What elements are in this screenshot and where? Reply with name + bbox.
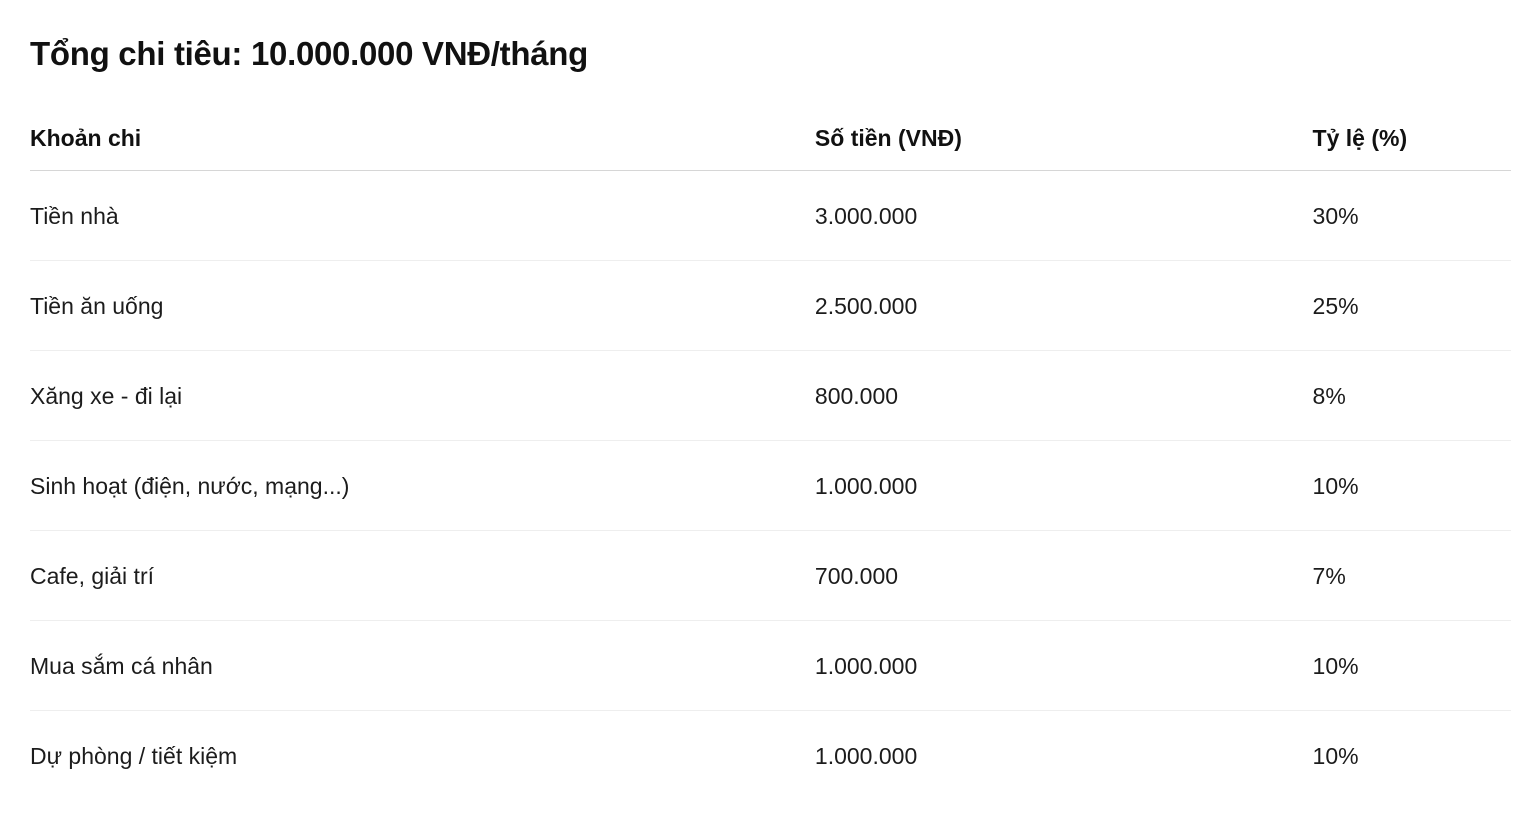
table-row: Cafe, giải trí 700.000 7% (30, 530, 1511, 621)
table-row: Xăng xe - đi lại 800.000 8% (30, 350, 1511, 441)
cell-amount: 2.500.000 (814, 260, 1313, 351)
cell-percent: 10% (1312, 743, 1359, 769)
cell-percent: 8% (1312, 350, 1511, 441)
cell-category: Mua sắm cá nhân (30, 620, 815, 711)
cell-amount: 1.000.000 (814, 743, 918, 769)
cell-category: Xăng xe - đi lại (30, 350, 815, 441)
cell-amount: 800.000 (814, 350, 1313, 441)
page-title: Tổng chi tiêu: 10.000.000 VNĐ/tháng (30, 35, 588, 72)
table-row: Sinh hoạt (điện, nước, mạng...) 1.000.00… (30, 440, 1511, 531)
cell-category: Cafe, giải trí (30, 530, 815, 621)
cell-amount: 1.000.000 (814, 620, 1313, 711)
cell-category: Tiền ăn uống (30, 260, 815, 351)
cell-category: Dự phòng / tiết kiệm (30, 743, 238, 769)
column-header-percent: Tỷ lệ (%) (1312, 76, 1511, 171)
cell-percent: 30% (1312, 170, 1511, 261)
table-row: Tiền nhà 3.000.000 30% (30, 170, 1511, 261)
column-header-amount: Số tiền (VNĐ) (814, 76, 1313, 171)
cell-amount: 1.000.000 (814, 440, 1313, 531)
cell-amount: 3.000.000 (814, 170, 1313, 261)
table-row: Mua sắm cá nhân 1.000.000 10% (30, 620, 1511, 711)
cell-percent: 10% (1312, 440, 1511, 531)
table-row: Tiền ăn uống 2.500.000 25% (30, 260, 1511, 351)
table-row: Dự phòng / tiết kiệm 1.000.000 10% (30, 711, 1511, 801)
column-header-category: Khoản chi (30, 76, 815, 171)
cell-percent: 7% (1312, 530, 1511, 621)
cell-percent: 10% (1312, 620, 1511, 711)
table-header-row: Khoản chi Số tiền (VNĐ) Tỷ lệ (%) (30, 76, 1511, 171)
cell-amount: 700.000 (814, 530, 1313, 621)
cell-category: Tiền nhà (30, 170, 815, 261)
expense-table: Khoản chi Số tiền (VNĐ) Tỷ lệ (%) Tiền n… (30, 76, 1511, 800)
cell-category: Sinh hoạt (điện, nước, mạng...) (30, 440, 815, 531)
cell-percent: 25% (1312, 260, 1511, 351)
